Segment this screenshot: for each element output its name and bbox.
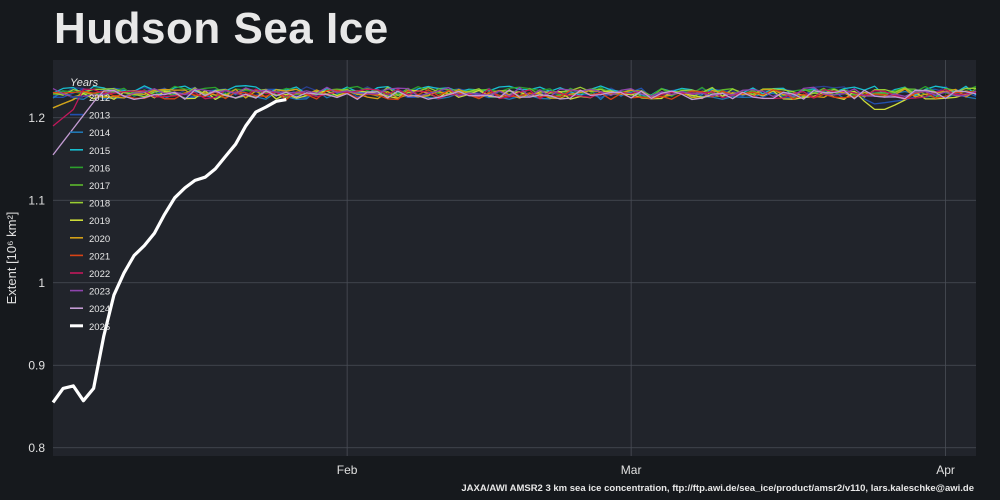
legend: Years 2012 2013 2014 2015 2016 2017 2018 2019 20… <box>70 77 110 333</box>
legend-label-2013: 2013 <box>89 111 110 122</box>
x-tick-label: Apr <box>936 463 955 477</box>
y-tick-label: 0.8 <box>28 441 45 455</box>
legend-label-2012: 2012 <box>89 93 110 104</box>
series-line-2022 <box>52 88 977 127</box>
credit-text: JAXA/AWI AMSR2 3 km sea ice concentratio… <box>461 483 974 494</box>
y-tick-label: 1.1 <box>28 193 45 207</box>
legend-title: Years <box>70 77 99 89</box>
grid <box>53 60 976 456</box>
y-tick-label: 1 <box>38 276 45 290</box>
x-tick-label: Mar <box>621 463 642 477</box>
legend-label-2015: 2015 <box>89 146 110 157</box>
legend-label-2020: 2020 <box>89 234 110 245</box>
legend-label-2021: 2021 <box>89 251 110 262</box>
plot-area <box>53 60 976 456</box>
legend-label-2018: 2018 <box>89 199 110 210</box>
y-axis-label: Extent [10⁶ km²] <box>4 212 19 305</box>
y-axis-ticks: 0.8 0.9 1 1.1 1.2 <box>28 111 45 455</box>
legend-label-2024: 2024 <box>89 304 110 315</box>
y-tick-label: 1.2 <box>28 111 45 125</box>
legend-label-2022: 2022 <box>89 269 110 280</box>
series-line-2025 <box>51 98 287 404</box>
legend-label-2017: 2017 <box>89 181 110 192</box>
legend-label-2023: 2023 <box>89 287 110 298</box>
x-tick-label: Feb <box>337 463 358 477</box>
legend-label-2019: 2019 <box>89 216 110 227</box>
series-line-2024 <box>52 89 977 156</box>
series-line-2023 <box>52 86 977 98</box>
y-tick-label: 0.9 <box>28 358 45 372</box>
series-line-2021 <box>52 89 977 101</box>
legend-label-2016: 2016 <box>89 163 110 174</box>
x-axis-ticks: Feb Mar Apr <box>337 463 955 477</box>
page-title: Hudson Sea Ice <box>54 4 389 53</box>
legend-label-2014: 2014 <box>89 128 110 139</box>
series-lines <box>51 85 977 404</box>
legend-label-2025: 2025 <box>89 322 110 333</box>
